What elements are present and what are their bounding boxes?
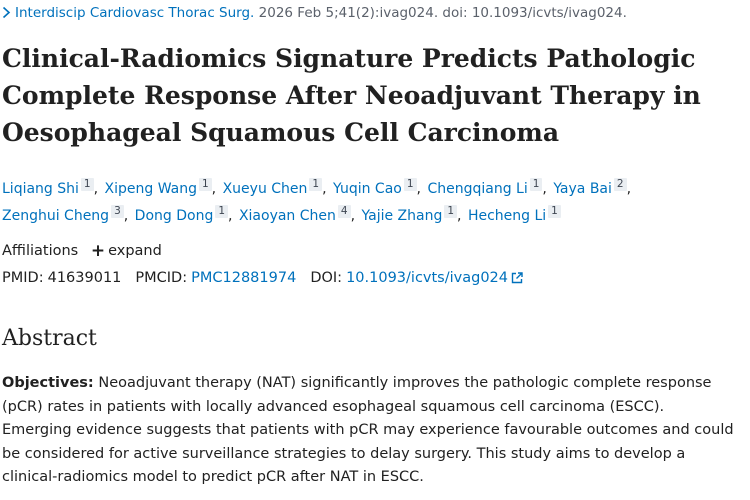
author-link[interactable]: Xiaoyan Chen [238, 208, 336, 224]
affiliation-number[interactable]: 4 [337, 205, 351, 218]
author-separator: , [211, 181, 217, 197]
affiliation-number[interactable]: 1 [309, 178, 323, 191]
pmid-label: PMID: [2, 270, 44, 286]
author-item: Xiaoyan Chen 4 [238, 205, 351, 224]
plus-icon: + [90, 241, 106, 261]
author-list: Liqiang Shi 1, Xipeng Wang 1, Xueyu Chen 1,… [2, 176, 742, 230]
author-item: Yuqin Cao 1 [333, 178, 417, 197]
affiliation-number[interactable]: 1 [444, 205, 458, 218]
citation-line: Interdiscip Cardiovasc Thorac Surg. 2026… [2, 5, 627, 21]
affiliations-expand-button[interactable]: + expand [90, 241, 162, 261]
author-separator: , [228, 208, 233, 224]
author-link[interactable]: Xueyu Chen [222, 181, 308, 197]
affiliation-number[interactable]: 1 [529, 178, 543, 191]
affiliations-label: Affiliations [2, 243, 79, 259]
affiliation-number[interactable]: 3 [111, 205, 124, 218]
author-separator: , [123, 208, 129, 224]
author-item: Zenghui Cheng 3 [2, 205, 124, 224]
article-title: Clinical-Radiomics Signature Predicts Pa… [2, 44, 701, 147]
author-separator: , [626, 181, 632, 197]
objectives-text: Neoadjuvant therapy (NAT) significantly … [2, 375, 734, 485]
author-item: Yaya Bai 2 [553, 178, 627, 197]
author-link[interactable]: Liqiang Shi [2, 181, 79, 197]
author-separator: , [416, 181, 421, 197]
affiliation-number[interactable]: 1 [403, 178, 417, 191]
author-item: Hecheng Li 1 [467, 205, 561, 224]
author-link[interactable]: Zenghui Cheng [2, 208, 110, 224]
abstract-objectives: Objectives: Neoadjuvant therapy (NAT) si… [2, 372, 737, 490]
identifiers-row: PMID: 41639011 PMCID: PMC12881974 DOI: 10.109… [2, 270, 523, 286]
affiliation-number[interactable]: 1 [215, 205, 229, 218]
journal-link[interactable]: Interdiscip Cardiovasc Thorac Surg. [15, 5, 255, 21]
author-item: Dong Dong 1 [134, 205, 229, 224]
author-separator: , [93, 181, 99, 197]
affiliation-number[interactable]: 1 [548, 205, 561, 218]
affiliation-number[interactable]: 2 [613, 178, 627, 191]
doi-label: DOI: [310, 270, 343, 286]
author-link[interactable]: Dong Dong [134, 208, 214, 224]
affiliation-number[interactable]: 1 [80, 178, 94, 191]
objectives-label: Objectives: [2, 375, 94, 391]
author-item: Xipeng Wang 1 [104, 178, 212, 197]
author-separator: , [350, 208, 356, 224]
external-link-icon [511, 272, 523, 284]
author-item: Liqiang Shi 1 [2, 178, 94, 197]
author-item: Yajie Zhang 1 [361, 205, 458, 224]
author-link[interactable]: Yajie Zhang [361, 208, 443, 224]
pmcid-link[interactable]: PMC12881974 [191, 270, 297, 286]
author-link[interactable]: Chengqiang Li [427, 181, 528, 197]
pmid-value: 41639011 [47, 270, 122, 286]
citation-details: 2026 Feb 5;41(2):ivag024. doi: 10.1093/i… [258, 5, 627, 21]
author-link[interactable]: Yaya Bai [553, 181, 612, 197]
abstract-heading: Abstract [2, 326, 97, 351]
expand-label: expand [108, 243, 162, 259]
affiliations-row: Affiliations + expand [2, 241, 162, 261]
pmcid-label: PMCID: [135, 270, 188, 286]
chevron-right-icon [2, 6, 11, 19]
author-separator: , [457, 208, 462, 224]
author-item: Xueyu Chen 1 [222, 178, 323, 197]
doi-link[interactable]: 10.1093/icvts/ivag024 [346, 270, 523, 286]
author-link[interactable]: Hecheng Li [467, 208, 547, 224]
author-link[interactable]: Xipeng Wang [104, 181, 197, 197]
author-separator: , [322, 181, 327, 197]
doi-link-text: 10.1093/icvts/ivag024 [346, 270, 508, 286]
author-separator: , [542, 181, 547, 197]
author-link[interactable]: Yuqin Cao [333, 181, 402, 197]
affiliation-number[interactable]: 1 [198, 178, 212, 191]
author-item: Chengqiang Li 1 [427, 178, 543, 197]
